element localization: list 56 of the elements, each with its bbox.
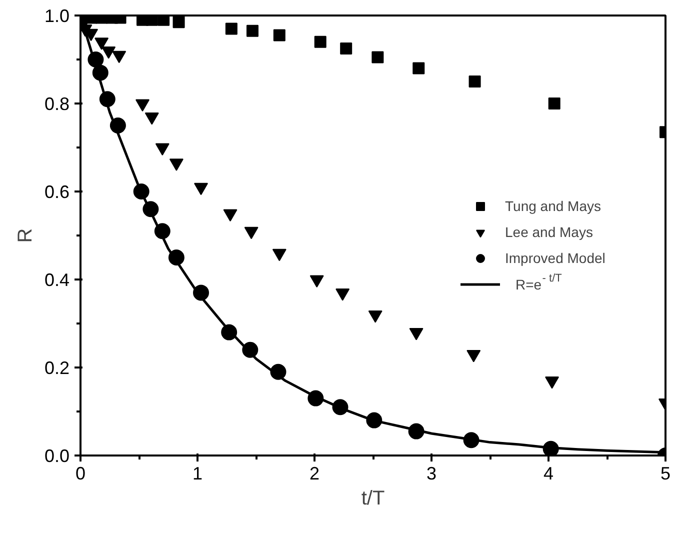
y-tick-label: 0.0 (44, 446, 70, 466)
point (542, 440, 559, 456)
point (221, 324, 238, 340)
point (412, 62, 425, 74)
legend-label: Tung and Mays (505, 197, 601, 216)
y-tick-label: 1.0 (44, 6, 70, 26)
x-tick-label: 3 (426, 464, 437, 484)
point (168, 250, 184, 266)
point (194, 182, 208, 196)
point (142, 201, 159, 218)
point (332, 399, 348, 416)
y-tick-label: 0.8 (44, 94, 70, 114)
x-tick-label: 1 (192, 464, 203, 484)
point (548, 98, 560, 110)
point (88, 52, 104, 68)
point (158, 16, 170, 26)
point (146, 16, 158, 26)
point (94, 38, 109, 50)
point (112, 50, 126, 64)
point (244, 226, 258, 240)
point (155, 143, 170, 156)
y-tick-label: 0.4 (44, 270, 70, 290)
point (172, 16, 185, 28)
point (154, 223, 170, 240)
point (408, 423, 424, 440)
point (246, 24, 258, 37)
point (169, 158, 184, 171)
point (144, 112, 159, 125)
point (270, 364, 286, 380)
point (468, 76, 481, 88)
legend-label: Lee and Mays (505, 223, 593, 242)
x-tick-label: 2 (309, 464, 320, 484)
point (308, 390, 324, 406)
point (242, 342, 258, 358)
point (225, 22, 238, 35)
x-tick-label: 0 (75, 464, 86, 484)
point (366, 412, 382, 428)
point (92, 64, 108, 81)
point (133, 184, 150, 200)
point (314, 36, 326, 48)
y-tick-label: 0.6 (44, 182, 70, 202)
x-axis-title: t/T (361, 488, 385, 510)
y-tick-label: 0.2 (44, 358, 70, 378)
point (463, 432, 480, 448)
x-tick-label: 5 (660, 464, 671, 484)
point (110, 118, 126, 134)
point (193, 284, 210, 301)
x-tick-label: 4 (543, 464, 554, 484)
point (99, 91, 116, 108)
legend-label: Improved Model (505, 249, 606, 268)
point (372, 51, 384, 64)
y-axis-title: R (14, 228, 36, 243)
point (273, 29, 286, 42)
point (340, 42, 352, 54)
point (136, 99, 150, 112)
point (102, 46, 116, 59)
